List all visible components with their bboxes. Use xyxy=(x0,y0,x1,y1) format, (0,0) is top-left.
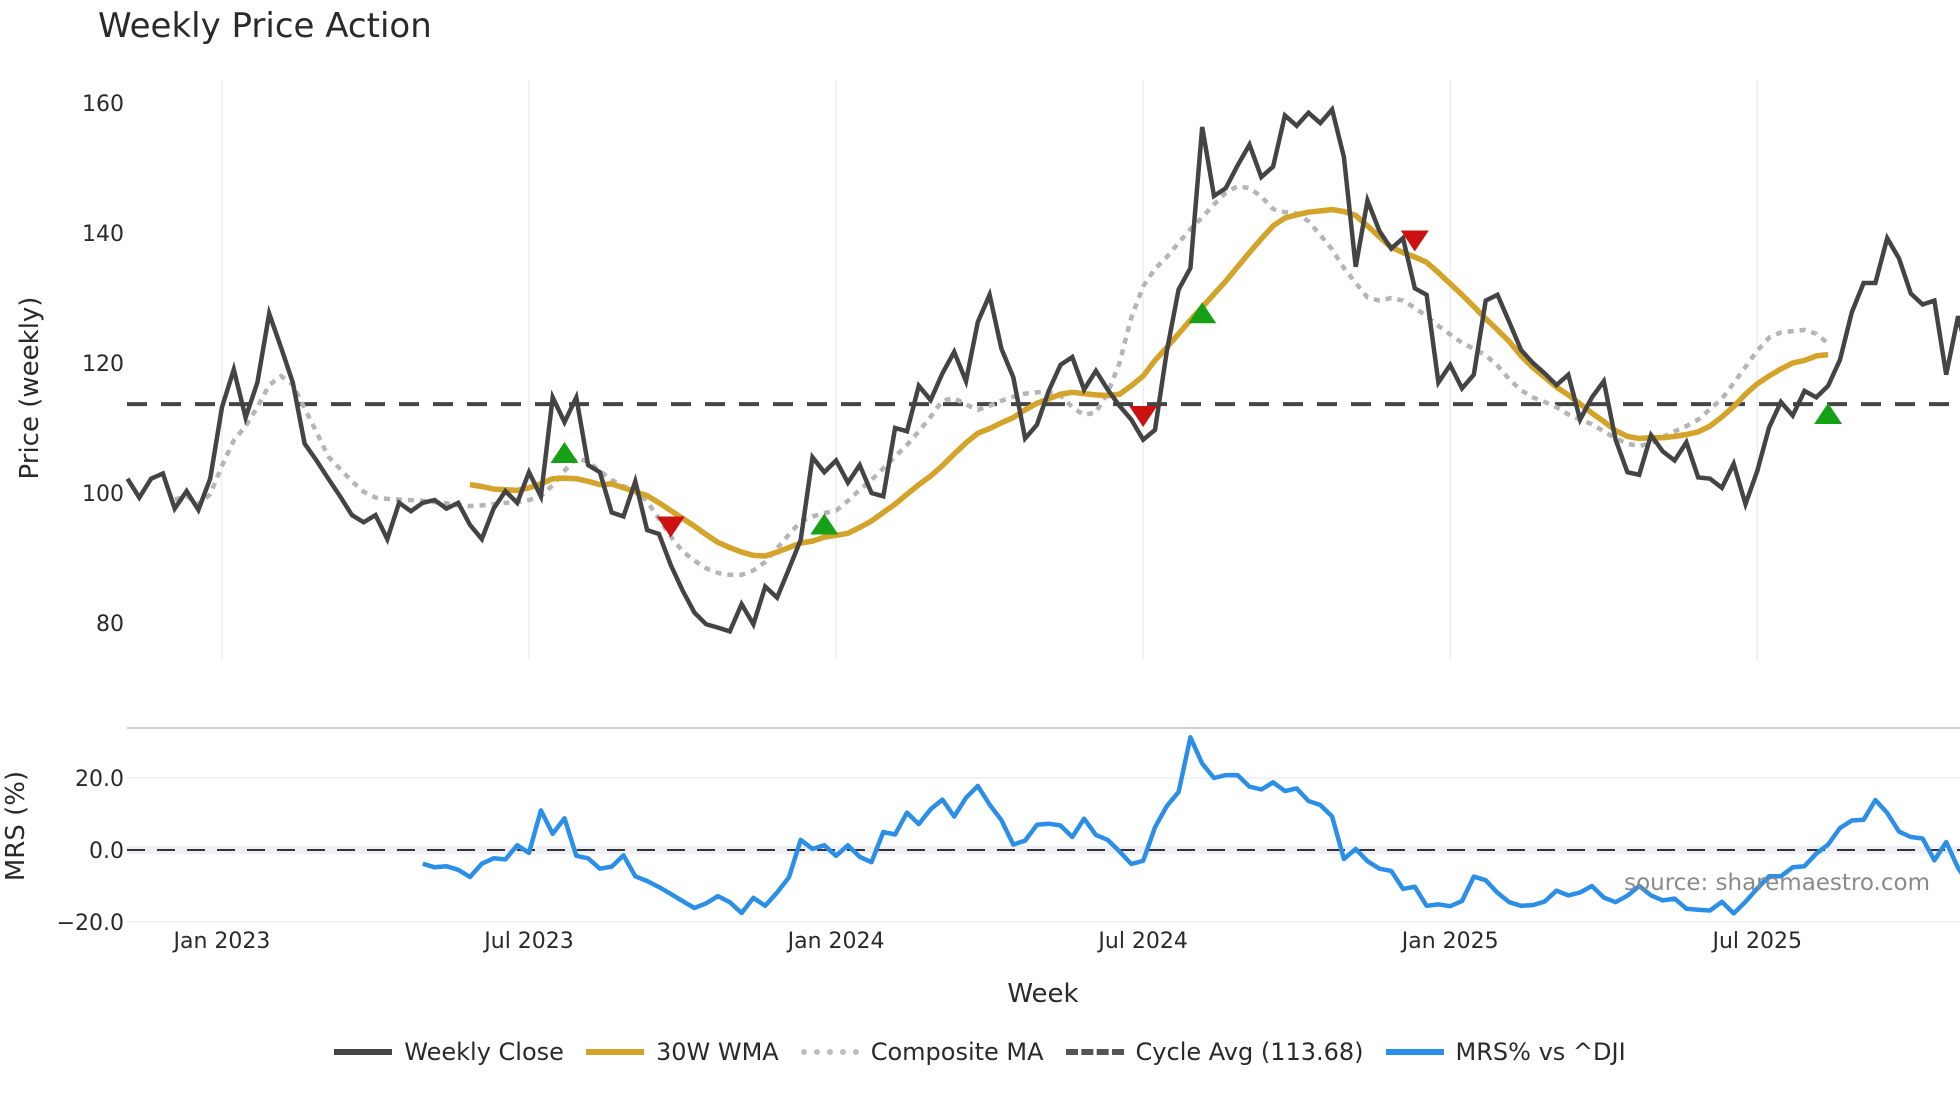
legend-item[interactable]: 30W WMA xyxy=(585,1038,779,1066)
price-series xyxy=(125,104,1960,635)
composite-ma-line xyxy=(174,183,1830,578)
y-axis-ticks: 80 100 120 140 160 −20.0 0.0 20.0 xyxy=(57,92,124,936)
legend-swatch-icon xyxy=(334,1049,393,1055)
mrs-y-tick-label: 0.0 xyxy=(89,839,124,864)
legend-item[interactable]: MRS% vs ^DJI xyxy=(1385,1038,1626,1066)
price-y-tick-label: 100 xyxy=(82,482,124,507)
buy-signal-up-triangle-icon xyxy=(1188,302,1217,324)
legend: Weekly Close 30W WMA Composite MA Cycle Avg… xyxy=(0,1038,1960,1066)
x-tick-label: Jan 2023 xyxy=(172,929,271,954)
legend-label: 30W WMA xyxy=(655,1038,779,1066)
mrs-series xyxy=(127,735,1960,916)
legend-item[interactable]: Cycle Avg (113.68) xyxy=(1065,1038,1364,1066)
x-tick-label: Jan 2024 xyxy=(786,929,885,954)
x-tick-label: Jul 2023 xyxy=(482,929,574,954)
price-y-tick-label: 120 xyxy=(82,352,124,377)
sell-signal-down-triangle-icon xyxy=(656,516,685,538)
price-y-tick-label: 160 xyxy=(82,92,124,117)
mrs-y-tick-label: 20.0 xyxy=(75,767,124,792)
mrs-line xyxy=(422,735,1960,916)
weekly-close-line xyxy=(125,104,1960,635)
grid-lines xyxy=(127,80,1960,923)
x-axis-ticks: Jan 2023 Jul 2023 Jan 2024 Jul 2024 Jan 2025… xyxy=(172,929,1803,954)
legend-item[interactable]: Composite MA xyxy=(800,1038,1044,1066)
x-tick-label: Jul 2025 xyxy=(1711,929,1803,954)
price-y-axis-label: Price (weekly) xyxy=(15,297,45,480)
chart-title: Weekly Price Action xyxy=(98,6,432,46)
legend-swatch-icon xyxy=(800,1049,859,1055)
legend-label: MRS% vs ^DJI xyxy=(1455,1038,1626,1066)
buy-signal-up-triangle-icon xyxy=(810,513,839,535)
mrs-y-axis-label: MRS (%) xyxy=(1,771,31,881)
legend-swatch-icon xyxy=(1385,1049,1444,1055)
buy-signal-up-triangle-icon xyxy=(550,442,579,463)
mrs-y-tick-label: −20.0 xyxy=(57,911,124,936)
buy-signal-up-triangle-icon xyxy=(1814,403,1843,424)
legend-label: Weekly Close xyxy=(404,1038,564,1066)
price-y-tick-label: 80 xyxy=(96,612,124,637)
legend-label: Cycle Avg (113.68) xyxy=(1135,1038,1364,1066)
price-y-tick-label: 140 xyxy=(82,222,124,247)
x-tick-label: Jan 2025 xyxy=(1400,929,1499,954)
sell-signal-down-triangle-icon xyxy=(1129,406,1158,427)
legend-label: Composite MA xyxy=(870,1038,1044,1066)
x-tick-label: Jul 2024 xyxy=(1096,929,1188,954)
legend-swatch-icon xyxy=(1065,1049,1124,1055)
wma30-line xyxy=(469,206,1829,559)
x-axis-label: Week xyxy=(1007,979,1078,1009)
legend-item[interactable]: Weekly Close xyxy=(334,1038,564,1066)
source-watermark: source: sharemaestro.com xyxy=(1624,870,1930,896)
legend-swatch-icon xyxy=(585,1049,644,1055)
sell-signal-down-triangle-icon xyxy=(1400,230,1429,252)
signal-markers xyxy=(550,230,1843,538)
